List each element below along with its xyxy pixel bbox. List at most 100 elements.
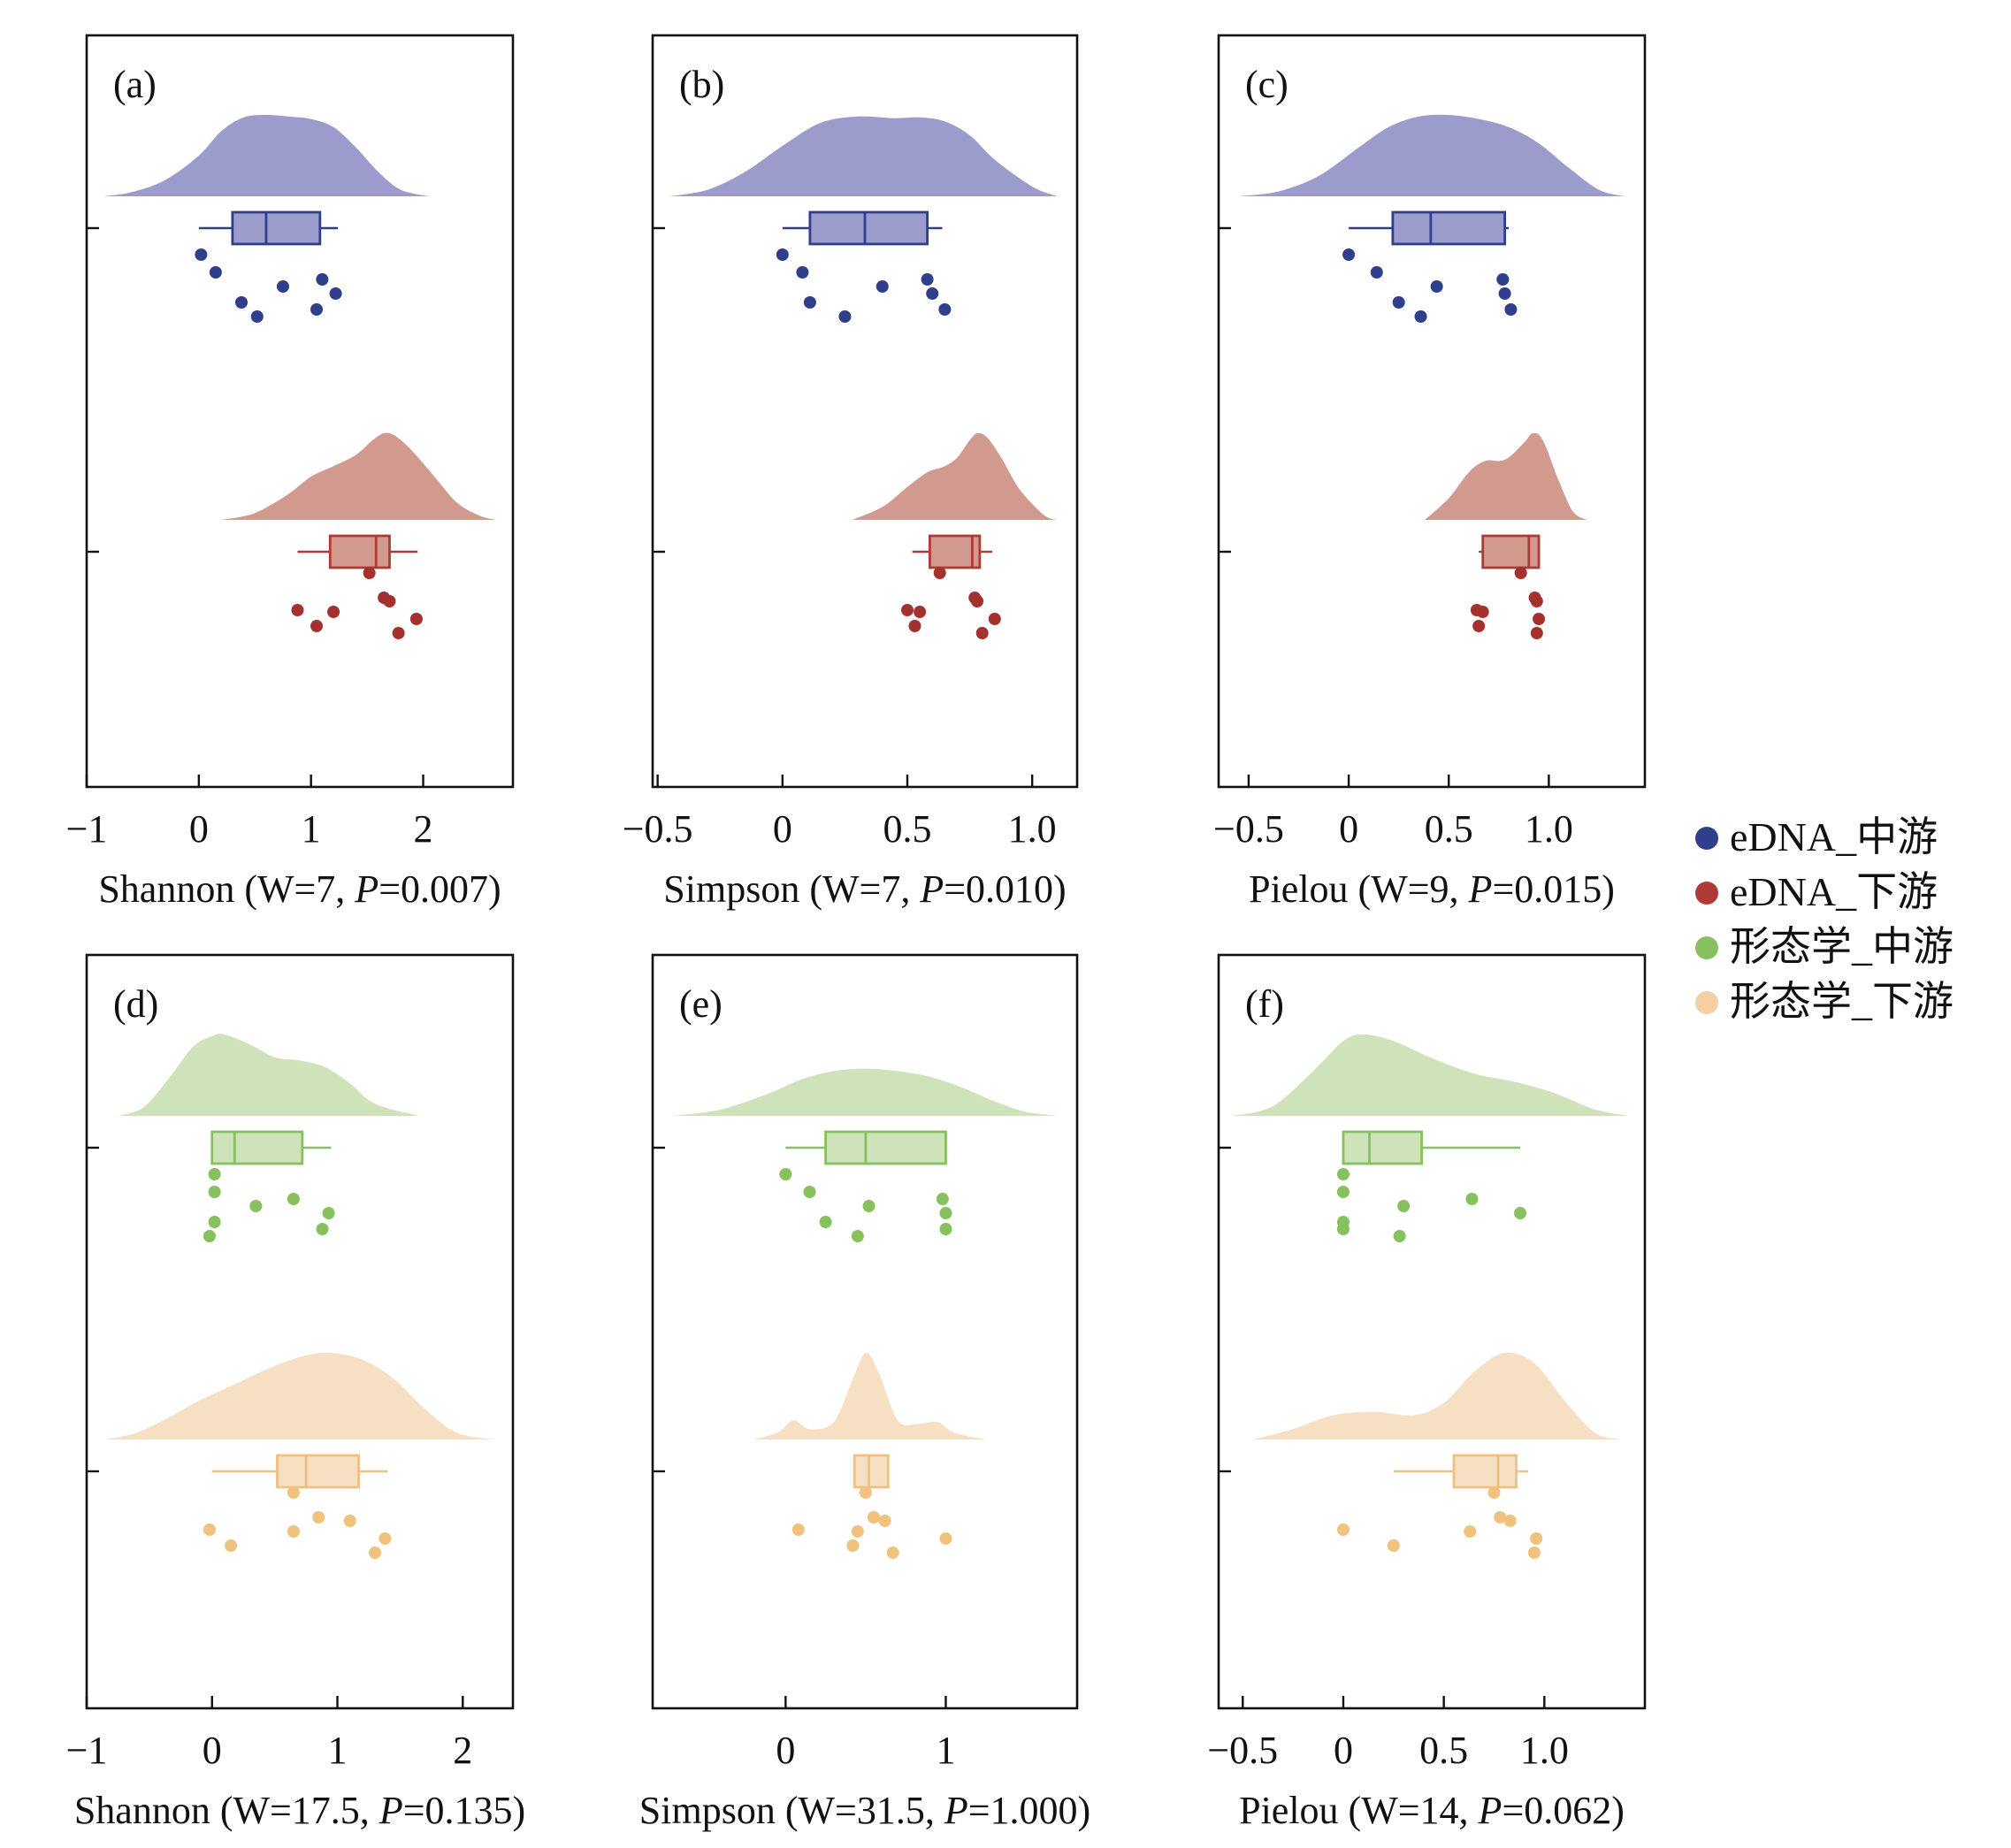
series-morph_low [1252, 1352, 1621, 1559]
data-point [327, 606, 340, 618]
data-point [1533, 613, 1546, 625]
x-tick-label: 2 [453, 1729, 472, 1772]
data-point [287, 1486, 300, 1499]
data-point [369, 1546, 382, 1559]
panel-a: −1 0 1 2 (a) Shannon (W=7, P=0.007) [66, 34, 515, 911]
x-tick-label: 0 [1339, 807, 1358, 851]
data-point [779, 1168, 792, 1180]
panel-label: (e) [679, 982, 723, 1026]
panel-b: −0.5 0 0.5 1.0 (b) Simpson (W=7, P=0.010) [623, 34, 1079, 911]
density-cloud [103, 114, 429, 196]
data-point [1464, 1525, 1477, 1538]
x-tick-label: 1 [936, 1729, 955, 1772]
x-axis-title: Pielou (W=14, P=0.062) [1239, 1789, 1625, 1832]
data-point [1476, 606, 1489, 618]
data-point [939, 1532, 952, 1545]
x-tick-label: 1 [302, 807, 321, 851]
data-point [1530, 627, 1543, 639]
data-point [901, 604, 914, 616]
data-point [803, 296, 816, 309]
data-point [867, 1511, 880, 1523]
density-cloud [1238, 114, 1625, 196]
series-eDNA_low [1425, 432, 1587, 639]
panel-frame [1217, 34, 1647, 789]
legend-label: eDNA_中游 [1730, 814, 1938, 859]
density-cloud [673, 1068, 1059, 1116]
x-tick-label: −0.5 [1207, 1729, 1278, 1772]
data-point [208, 1186, 221, 1198]
data-point [316, 273, 329, 286]
data-point [1498, 287, 1511, 300]
x-axis-title: Shannon (W=17.5, P=0.135) [74, 1789, 525, 1832]
panel-e: 0 1 (e) Simpson (W=31.5, P=1.000) [639, 953, 1090, 1832]
data-point [1530, 595, 1543, 607]
x-axis-title: Shannon (W=7, P=0.007) [98, 867, 501, 911]
iqr-box [1342, 1130, 1424, 1165]
panel-frame [85, 34, 515, 789]
series-eDNA_low [221, 432, 496, 639]
data-point [1514, 1207, 1527, 1219]
data-point [859, 1486, 872, 1499]
data-point [343, 1515, 356, 1527]
series-eDNA_mid [103, 114, 429, 323]
panel-f: −0.5 0 0.5 1.0 (f) Pielou (W=14, P=0.062) [1207, 953, 1647, 1832]
data-point [1487, 1486, 1501, 1499]
legend-label: 形态学_下游 [1730, 979, 1954, 1024]
data-point [409, 613, 423, 625]
x-tick-label: 1.0 [1525, 807, 1573, 851]
data-point [203, 1523, 216, 1536]
series-eDNA_mid [669, 116, 1058, 323]
data-point [938, 303, 952, 316]
panel-c: −0.5 0 0.5 1.0 (c) Pielou (W=9, P=0.015) [1213, 34, 1647, 911]
data-point [838, 310, 852, 323]
data-point [862, 1200, 876, 1212]
x-tick-label: −1 [66, 807, 108, 851]
series-morph_mid [118, 1034, 419, 1242]
data-point [791, 1523, 805, 1536]
iqr-box [1481, 534, 1541, 569]
panel-d: −1 0 1 2 (d) Shannon (W=17.5, P=0.135) [66, 953, 525, 1832]
x-tick-label: 1.0 [1520, 1729, 1569, 1772]
data-point [1336, 1186, 1350, 1198]
density-cloud [1252, 1352, 1621, 1439]
density-cloud [221, 432, 496, 520]
iqr-box [328, 534, 391, 569]
data-point [1414, 310, 1427, 323]
density-cloud [105, 1352, 494, 1439]
data-point [322, 1207, 335, 1219]
iqr-box [1391, 210, 1506, 246]
data-point [276, 280, 289, 293]
data-point [819, 1216, 832, 1228]
data-point [1387, 1539, 1400, 1552]
x-axis-title: Simpson (W=31.5, P=1.000) [639, 1789, 1090, 1832]
data-point [776, 248, 789, 261]
data-point [1504, 303, 1518, 316]
panel-frame [85, 953, 515, 1710]
series-eDNA_mid [1238, 114, 1625, 323]
x-axis-title: Simpson (W=7, P=0.010) [663, 867, 1066, 911]
data-point [1393, 1230, 1406, 1242]
data-point [209, 266, 222, 279]
data-point [1527, 1546, 1541, 1559]
data-point [939, 1223, 952, 1235]
iqr-box [231, 210, 322, 246]
data-point [933, 567, 946, 579]
data-point [235, 296, 249, 309]
data-point [971, 595, 984, 607]
data-point [1472, 620, 1486, 632]
data-point [936, 1193, 949, 1205]
data-point [1496, 273, 1510, 286]
x-tick-label: 0 [773, 807, 792, 851]
data-point [1370, 266, 1383, 279]
legend-marker [1695, 827, 1718, 850]
data-point [249, 1200, 263, 1212]
data-point [876, 280, 889, 293]
panel-label: (c) [1245, 63, 1288, 106]
data-point [1494, 1511, 1507, 1523]
x-axis-title: Pielou (W=9, P=0.015) [1249, 867, 1615, 911]
data-point [921, 273, 934, 286]
legend-marker [1695, 936, 1718, 959]
data-point [316, 1223, 329, 1235]
